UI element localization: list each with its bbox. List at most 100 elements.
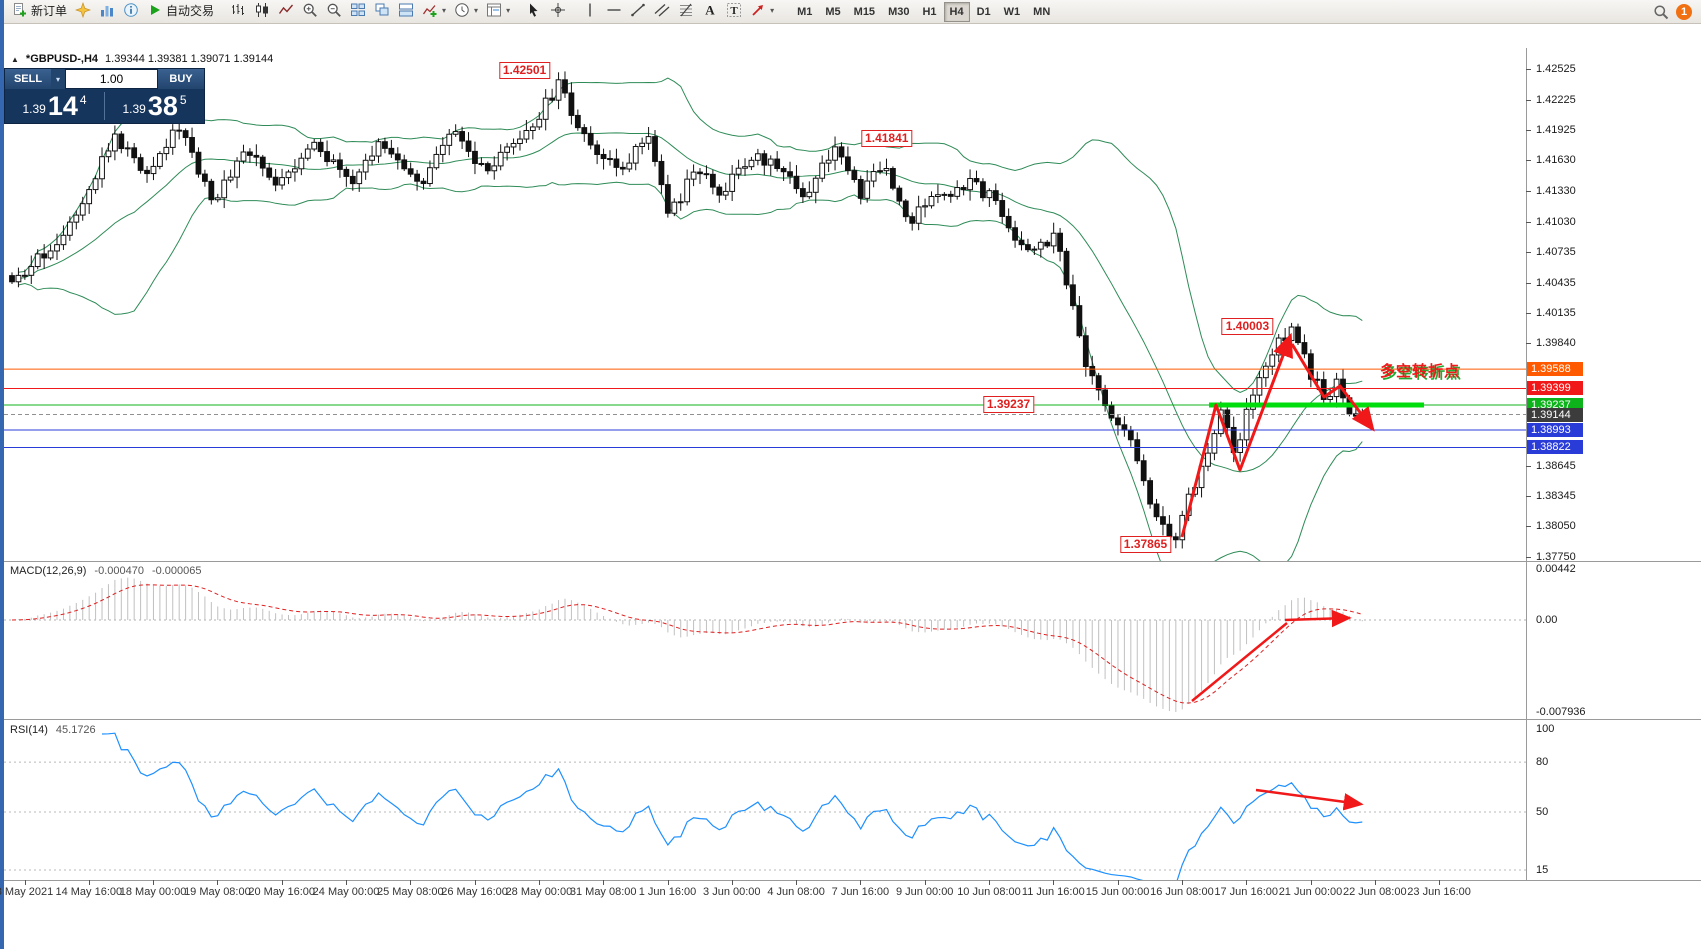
dropdown-caret-icon[interactable]: ▾ <box>442 5 447 15</box>
zoom-in-button[interactable] <box>298 0 322 21</box>
macd-signal-line <box>11 584 1363 704</box>
fibonacci-retracement-button[interactable] <box>674 0 698 21</box>
toolbar-buttons: 新订单 自动交易 ▾ ▾ ▾ A T ▾ <box>8 0 786 23</box>
symbol-period-label: *GBPUSD-,H4 <box>25 53 99 65</box>
sell-price[interactable]: 1.39 14 4 <box>5 89 104 123</box>
tile-windows-button[interactable] <box>346 0 370 21</box>
timeframe-m15-button[interactable]: M15 <box>853 5 876 18</box>
text-label-button[interactable]: T <box>722 0 746 21</box>
arrow-obj-icon <box>750 2 766 18</box>
horizontal-lines-layer[interactable] <box>4 368 1526 448</box>
dropdown-caret-icon[interactable]: ▾ <box>474 5 479 15</box>
zoom-out-button[interactable] <box>322 0 346 21</box>
price-pullback-arrow[interactable] <box>1290 343 1375 432</box>
price-divider <box>104 92 105 120</box>
main-price-pane <box>4 71 1526 561</box>
info-icon <box>123 2 139 18</box>
buy-price-prefix: 1.39 <box>122 102 146 116</box>
crosshair-button[interactable] <box>546 0 570 21</box>
crosshair-icon <box>550 2 566 18</box>
macd-name: MACD(12,26,9) <box>10 565 87 577</box>
horizontal-line-button[interactable] <box>602 0 626 21</box>
data-window-button[interactable] <box>119 0 143 21</box>
line-chart-button[interactable] <box>274 0 298 21</box>
main-toolbar: 新订单 自动交易 ▾ ▾ ▾ A T ▾ M1 M5 M15 M30 H1 H4 D1 W1 MN 1 <box>4 0 1701 24</box>
trade-panel-controls: SELL ▾ BUY <box>5 69 204 89</box>
arrange-windows-button[interactable] <box>394 0 418 21</box>
market-watch-button[interactable] <box>95 0 119 21</box>
candles-icon <box>254 2 270 18</box>
fibo-icon <box>678 2 694 18</box>
sell-price-big: 14 <box>47 91 78 121</box>
zoom-out-icon <box>326 2 342 18</box>
price-scale-divider[interactable] <box>1526 48 1527 880</box>
text-button[interactable]: A <box>698 0 722 21</box>
macd-pane <box>4 577 1526 712</box>
macd-recovery-line[interactable] <box>1191 622 1288 702</box>
timeframe-w1-button[interactable]: W1 <box>1003 5 1021 18</box>
macd-flat-arrow[interactable] <box>1284 609 1352 628</box>
periods-button[interactable]: ▾ <box>450 0 482 21</box>
vertical-line-button[interactable] <box>578 0 602 21</box>
cascade-windows-button[interactable] <box>370 0 394 21</box>
chart-canvas[interactable] <box>4 24 1701 949</box>
rsi-name: RSI(14) <box>10 724 48 736</box>
vline-icon <box>582 2 598 18</box>
timeframe-h4-button[interactable]: H4 <box>943 1 970 22</box>
bar-chart-button[interactable] <box>226 0 250 21</box>
toolbar-right: 1 <box>1653 3 1697 20</box>
new-order-button[interactable]: 新订单 <box>8 0 71 21</box>
trend-icon <box>630 2 646 18</box>
search-icon[interactable] <box>1653 4 1669 20</box>
timeframe-m5-button[interactable]: M5 <box>825 5 841 18</box>
rsi-pane-divider[interactable] <box>4 719 1701 720</box>
drawing-annotations[interactable] <box>1180 332 1375 811</box>
arrow-objects-button[interactable]: ▾ <box>746 0 778 21</box>
text-t-icon: T <box>726 2 742 18</box>
macd-indicator-label: MACD(12,26,9) -0.000470 -0.000065 <box>10 565 202 577</box>
volume-input[interactable] <box>65 69 158 89</box>
cursor-button[interactable] <box>522 0 546 21</box>
templates-button[interactable]: ▾ <box>482 0 514 21</box>
macd-pane-divider[interactable] <box>4 561 1701 562</box>
macd-signal-value: -0.000065 <box>151 565 202 577</box>
trade-settings-caret-icon[interactable]: ▾ <box>51 69 65 89</box>
time-axis-divider <box>4 880 1701 881</box>
rsi-down-arrow[interactable] <box>1255 788 1364 811</box>
chinese-annotation-text[interactable]: 多空转折点 <box>1380 363 1461 380</box>
svg-text:A: A <box>705 3 715 18</box>
macd-main-value: -0.000470 <box>94 565 144 577</box>
timeframe-m30-button[interactable]: M30 <box>888 5 910 18</box>
ohlc-values: 1.39344 1.39381 1.39071 1.39144 <box>105 53 274 65</box>
arrange-icon <box>398 2 414 18</box>
autotrading-button[interactable]: 自动交易 <box>143 0 218 21</box>
buy-price[interactable]: 1.39 38 5 <box>105 89 204 123</box>
rsi-indicator-label: RSI(14) 45.1726 <box>10 724 96 736</box>
chart-window: ▲ *GBPUSD-,H4 1.39344 1.39381 1.39071 1.… <box>0 24 1701 949</box>
template-icon <box>486 2 502 18</box>
equidistant-channel-button[interactable] <box>650 0 674 21</box>
bollinger-bands-layer <box>18 77 1363 561</box>
timeframe-d1-button[interactable]: D1 <box>976 5 991 18</box>
timeframe-h1-button[interactable]: H1 <box>922 5 937 18</box>
buy-button[interactable]: BUY <box>158 69 204 89</box>
channel-icon <box>654 2 670 18</box>
candlestick-chart-button[interactable] <box>250 0 274 21</box>
sell-button[interactable]: SELL <box>5 69 51 89</box>
timeframe-mn-button[interactable]: MN <box>1033 5 1051 18</box>
chart-bars-icon <box>99 2 115 18</box>
dropdown-caret-icon[interactable]: ▾ <box>770 5 775 15</box>
one-click-collapse-icon[interactable]: ▲ <box>11 54 19 64</box>
dropdown-caret-icon[interactable]: ▾ <box>506 5 511 15</box>
notification-badge[interactable]: 1 <box>1676 3 1692 20</box>
indicator-icon <box>422 2 438 18</box>
indicators-button[interactable]: ▾ <box>418 0 450 21</box>
timeframe-m1-button[interactable]: M1 <box>797 5 813 18</box>
price-impulse-arrow[interactable] <box>1180 332 1293 538</box>
hline-icon <box>606 2 622 18</box>
line-icon <box>278 2 294 18</box>
rsi-pane <box>4 732 1526 880</box>
navigator-button[interactable] <box>71 0 95 21</box>
sell-price-prefix: 1.39 <box>22 102 46 116</box>
trendline-button[interactable] <box>626 0 650 21</box>
